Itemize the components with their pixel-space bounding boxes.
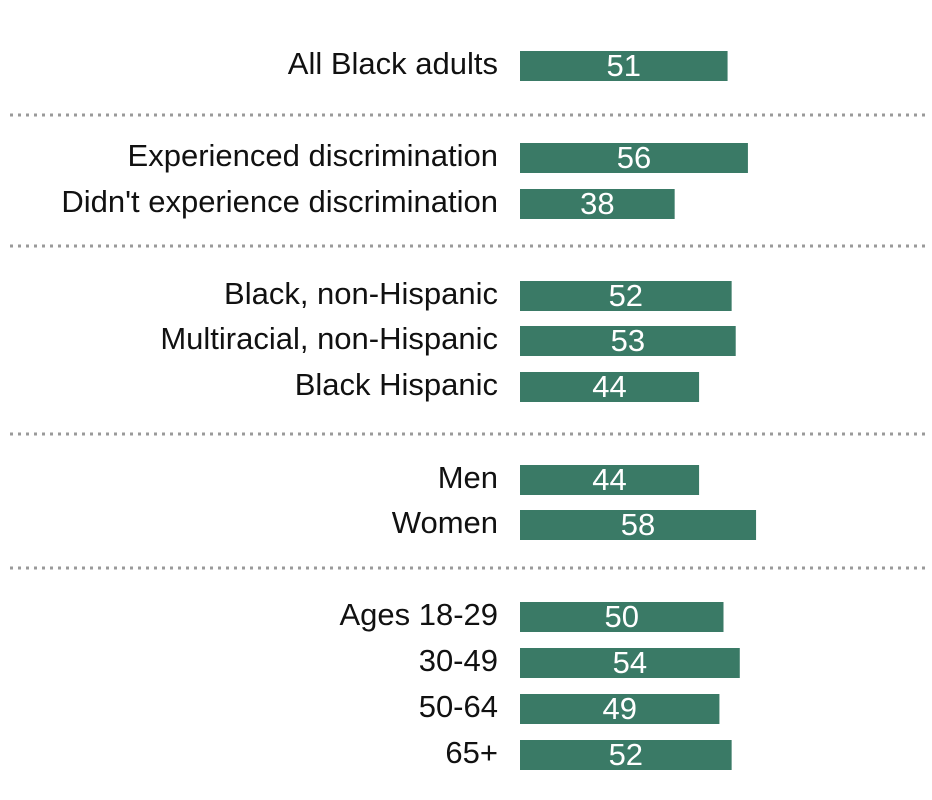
bar-30-49 xyxy=(520,648,740,678)
value-label-65: 52 xyxy=(609,737,643,772)
bar-experienced-discrimination xyxy=(520,143,748,173)
category-label-30-49: 30-49 xyxy=(419,643,498,678)
category-label-women: Women xyxy=(392,505,498,540)
bar-multiracial-non-hispanic xyxy=(520,326,736,356)
value-label-experienced-discrimination: 56 xyxy=(617,140,651,175)
category-label-50-64: 50-64 xyxy=(419,689,498,724)
value-label-black-non-hispanic: 52 xyxy=(609,278,643,313)
value-label-ages-18-29: 50 xyxy=(605,599,639,634)
bar-didn-t-experience-discrimination xyxy=(520,189,675,219)
category-label-men: Men xyxy=(438,460,498,495)
bar-black-hispanic xyxy=(520,372,700,402)
value-label-black-hispanic: 44 xyxy=(592,369,626,404)
bar-50-64 xyxy=(520,694,720,724)
value-label-all-black-adults: 51 xyxy=(607,48,641,83)
category-label-ages-18-29: Ages 18-29 xyxy=(339,597,498,632)
value-label-multiracial-non-hispanic: 53 xyxy=(611,323,645,358)
bar-women xyxy=(520,510,757,540)
value-label-men: 44 xyxy=(592,462,626,497)
bar-men xyxy=(520,465,700,495)
category-label-all-black-adults: All Black adults xyxy=(288,46,498,81)
category-label-65: 65+ xyxy=(445,735,498,770)
value-label-50-64: 49 xyxy=(602,691,636,726)
bar-black-non-hispanic xyxy=(520,281,732,311)
bar-ages-18-29 xyxy=(520,602,724,632)
category-label-black-non-hispanic: Black, non-Hispanic xyxy=(224,276,498,311)
category-label-experienced-discrimination: Experienced discrimination xyxy=(128,138,498,173)
category-label-didn-t-experience-discrimination: Didn't experience discrimination xyxy=(61,184,498,219)
value-label-women: 58 xyxy=(621,507,655,542)
category-label-black-hispanic: Black Hispanic xyxy=(295,367,498,402)
category-label-multiracial-non-hispanic: Multiracial, non-Hispanic xyxy=(160,321,498,356)
bar-65 xyxy=(520,740,732,770)
bar-all-black-adults xyxy=(520,51,728,81)
value-label-30-49: 54 xyxy=(613,645,647,680)
value-label-didn-t-experience-discrimination: 38 xyxy=(580,186,614,221)
